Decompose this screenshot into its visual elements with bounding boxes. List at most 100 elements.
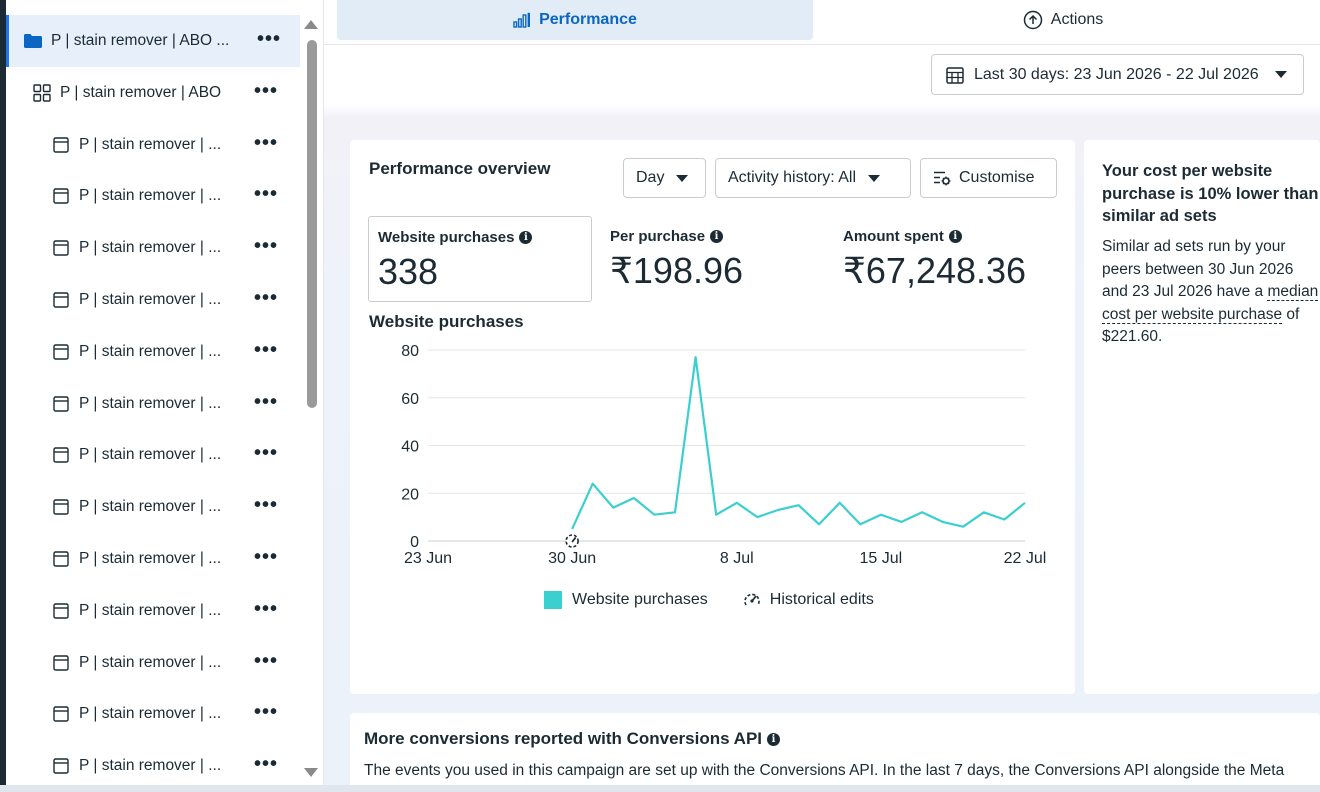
ad-window-icon [52, 187, 70, 205]
metric-label: Amount spent i [843, 228, 962, 245]
info-icon[interactable]: i [767, 732, 781, 746]
customise-settings-icon [933, 170, 951, 186]
sidebar-item-label: P | stain remover | ... [79, 550, 222, 567]
chevron-down-icon [1275, 71, 1287, 78]
more-options-icon[interactable]: ••• [254, 287, 279, 309]
view-tabs: Performance Actions [337, 0, 1313, 40]
series-line-website-purchases [571, 356, 1026, 530]
scroll-down-arrow-icon[interactable] [304, 768, 318, 777]
ad-window-icon [52, 446, 70, 464]
metric-label-text: Amount spent [843, 228, 944, 245]
metric-website-purchases[interactable]: Website purchases i 338 [368, 216, 592, 302]
adset-grid-icon [33, 84, 51, 102]
metric-value: 338 [378, 251, 439, 292]
customise-label: Customise [959, 169, 1035, 186]
sidebar-item-label: P | stain remover | ... [79, 653, 222, 671]
sidebar-item-label: P | stain remover | ... [79, 342, 222, 360]
more-options-icon[interactable]: ••• [254, 390, 279, 413]
info-icon[interactable]: i [710, 230, 724, 243]
capi-title-row: More conversions reported with Conversio… [364, 729, 781, 749]
date-range-picker[interactable]: Last 30 days: 23 Jun 2026 - 22 Jul 2026 [931, 54, 1304, 95]
chart-legend: Website purchases Historical edits [544, 590, 874, 610]
more-options-icon[interactable]: ••• [254, 235, 279, 258]
website-purchases-line-chart: 0 20 40 60 80 23 Jun 30 Jun 8 Jul 15 Jul 22 Jul [401, 343, 1047, 567]
more-options-icon[interactable]: ••• [254, 701, 279, 724]
sidebar-tree-item[interactable]: P | stain remover | ... ••• [6, 585, 300, 637]
median-cost-link[interactable]: median cost per website purchase [1102, 283, 1319, 324]
sidebar-tree-item[interactable]: P | stain remover | ... ••• [6, 429, 300, 481]
sidebar-tree-item[interactable]: P | stain remover | ... ••• [6, 378, 300, 430]
metric-value: ₹67,248.36 [843, 250, 1027, 291]
sidebar-tree-item[interactable]: P | stain remover | ... ••• [6, 170, 300, 222]
calendar-icon [946, 66, 964, 84]
x-tick-label: 22 Jul [1004, 550, 1047, 567]
sidebar-item-label: P | stain remover | ... [79, 135, 222, 153]
y-tick-label: 0 [410, 534, 419, 551]
sidebar-item-label: P | stain remover | ABO [60, 83, 222, 101]
more-options-icon[interactable]: ••• [254, 546, 279, 568]
sidebar-tree-item[interactable]: P | stain remover | ... ••• [6, 533, 300, 585]
y-tick-label: 80 [401, 343, 419, 360]
campaign-tree-sidebar: P | stain remover | ABO ... ••• P | stain … [6, 0, 324, 792]
info-icon[interactable]: i [948, 230, 962, 243]
sidebar-tree-item[interactable]: P | stain remover | ... ••• [6, 637, 300, 689]
sidebar-tree-item[interactable]: P | stain remover | ... ••• [6, 119, 300, 171]
ad-window-icon [52, 136, 70, 154]
folder-icon [24, 32, 42, 50]
more-options-icon[interactable]: ••• [254, 753, 279, 776]
tabs-divider [324, 44, 1320, 45]
sidebar-item-label: P | stain remover | ... [79, 757, 222, 775]
sidebar-tree-item[interactable]: P | stain remover | ... ••• [6, 222, 300, 274]
bar-chart-icon [513, 12, 531, 28]
day-dropdown[interactable]: Day [623, 158, 706, 198]
metric-label-text: Website purchases [378, 229, 515, 246]
activity-history-dropdown[interactable]: Activity history: All [715, 158, 911, 198]
scroll-up-arrow-icon[interactable] [304, 20, 318, 29]
metric-label: Per purchase i [610, 228, 724, 245]
more-options-icon[interactable]: ••• [257, 28, 282, 50]
tab-actions-label: Actions [1050, 11, 1104, 28]
tab-performance[interactable]: Performance [337, 0, 813, 40]
y-tick-label: 40 [401, 439, 419, 456]
legend-label-historical-edits: Historical edits [769, 591, 874, 608]
insight-body: Similar ad sets run by your peers betwee… [1102, 236, 1320, 349]
customise-button[interactable]: Customise [920, 158, 1057, 198]
sidebar-tree-item[interactable]: P | stain remover | ABO ... ••• [6, 15, 300, 67]
sidebar-item-label: P | stain remover | ABO ... [51, 32, 230, 49]
ad-window-icon [52, 239, 70, 257]
sidebar-tree-item[interactable]: P | stain remover | ABO ••• [6, 67, 300, 119]
historical-edits-icon [742, 590, 762, 610]
arrow-up-circle-icon [1023, 10, 1043, 30]
y-tick-label: 20 [401, 486, 419, 503]
more-options-icon[interactable]: ••• [254, 338, 279, 361]
more-options-icon[interactable]: ••• [254, 597, 279, 620]
ad-window-icon [52, 498, 70, 516]
sidebar-item-label: P | stain remover | ... [79, 446, 222, 464]
sidebar-item-label: P | stain remover | ... [79, 187, 222, 205]
sidebar-tree-item[interactable]: P | stain remover | ... ••• [6, 688, 300, 740]
sidebar-tree-item[interactable]: P | stain remover | ... ••• [6, 481, 300, 533]
sidebar-tree-item[interactable]: P | stain remover | ... ••• [6, 740, 300, 792]
tab-performance-label: Performance [539, 11, 637, 28]
more-options-icon[interactable]: ••• [254, 649, 279, 672]
more-options-icon[interactable]: ••• [254, 183, 279, 206]
metric-amount-spent[interactable]: Amount spent i ₹67,248.36 [834, 216, 1064, 302]
sidebar-tree-item[interactable]: P | stain remover | ... ••• [6, 274, 300, 326]
metric-per-purchase[interactable]: Per purchase i ₹198.96 [601, 216, 821, 302]
insight-title: Your cost per website purchase is 10% lo… [1102, 162, 1319, 225]
ad-window-icon [52, 654, 70, 672]
more-options-icon[interactable]: ••• [254, 131, 279, 154]
chart-title: Website purchases [369, 312, 524, 331]
metric-label: Website purchases i [378, 229, 533, 246]
more-options-icon[interactable]: ••• [254, 494, 279, 517]
sidebar-tree-item[interactable]: P | stain remover | ... ••• [6, 326, 300, 378]
info-icon[interactable]: i [519, 231, 533, 244]
performance-overview-card: Performance overview Day Activity histor… [350, 140, 1075, 694]
more-options-icon[interactable]: ••• [254, 442, 279, 465]
tab-actions[interactable]: Actions [813, 0, 1313, 40]
ad-window-icon [52, 343, 70, 361]
more-options-icon[interactable]: ••• [254, 79, 279, 102]
ad-window-icon [52, 395, 70, 413]
sidebar-scrollbar-thumb[interactable] [307, 40, 317, 408]
capi-body: The events you used in this campaign are… [364, 762, 1285, 779]
